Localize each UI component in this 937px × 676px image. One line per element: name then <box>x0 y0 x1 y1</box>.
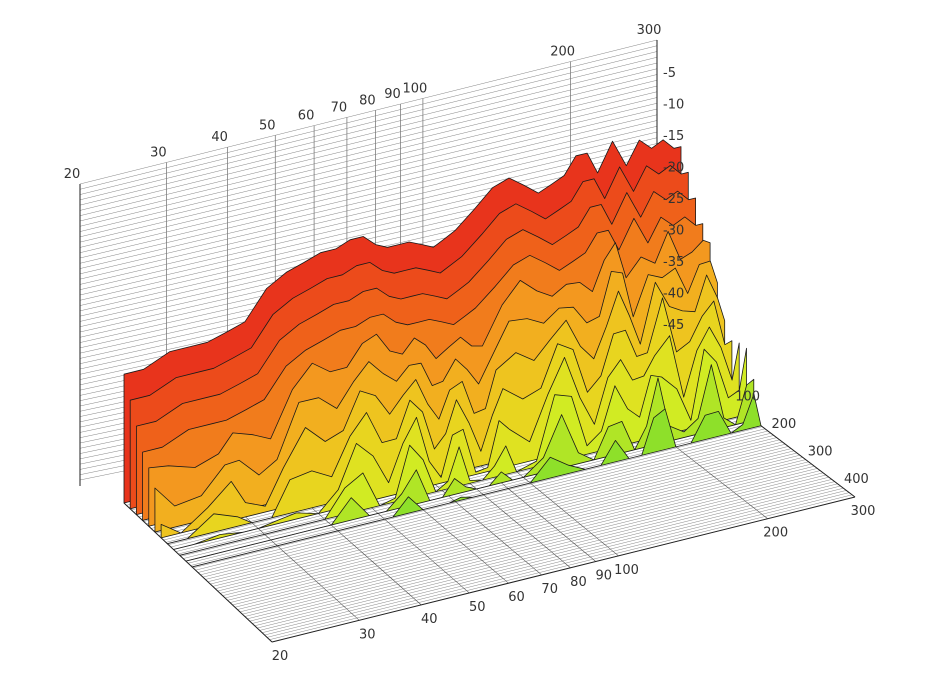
floor-depth-gridline <box>269 494 853 640</box>
wall-horizontal-gridline <box>79 68 658 211</box>
floor-depth-gridline <box>244 472 824 617</box>
floor-depth-gridline <box>249 476 829 622</box>
floor-depth-gridline <box>202 435 774 578</box>
floor-x-tick-label: 60 <box>508 590 525 605</box>
wall-horizontal-gridline <box>79 57 658 201</box>
wall-horizontal-gridline <box>79 80 658 222</box>
wall-x-tick-label: 90 <box>384 87 401 102</box>
floor-depth-gridline <box>195 428 766 571</box>
floor-depth-gridline <box>242 470 821 615</box>
floor-depth-gridline <box>220 450 795 594</box>
floor-depth-gridline <box>197 430 769 573</box>
wall-horizontal-gridline <box>79 103 658 243</box>
floor-depth-gridline <box>234 463 812 608</box>
z-tick-label: -15 <box>663 129 684 144</box>
wall-x-tick-label: 20 <box>64 167 81 182</box>
floor-depth-gridline <box>230 459 806 603</box>
floor-depth-gridline <box>227 457 803 601</box>
floor-x-tick-label: 40 <box>421 612 438 627</box>
floor-x-tick-label: 20 <box>272 649 289 664</box>
wall-x-tick-label: 50 <box>259 118 276 133</box>
floor-depth-gridline <box>254 481 835 627</box>
waterfall-slice <box>191 393 762 568</box>
floor-depth-gridline <box>207 439 780 582</box>
z-tick-label: -25 <box>663 192 684 207</box>
wall-horizontal-gridline <box>79 74 658 216</box>
floor-depth-gridline <box>200 432 771 576</box>
floor-x-tick-label: 200 <box>763 526 788 541</box>
wall-horizontal-gridline <box>79 39 658 185</box>
floor-depth-gridline <box>225 454 800 599</box>
floor-x-tick-label: 70 <box>541 582 558 597</box>
wall-x-tick-label: 300 <box>637 23 662 38</box>
floor-depth-gridline <box>215 446 789 589</box>
floor-front-edge <box>271 496 856 643</box>
wall-horizontal-gridline <box>79 108 658 248</box>
floor-depth-gridline <box>205 437 777 580</box>
wall-horizontal-gridline <box>79 149 658 285</box>
wall-horizontal-gridline <box>79 62 658 206</box>
wall-horizontal-gridline <box>79 120 658 259</box>
waterfall-slice <box>185 364 755 562</box>
floor-depth-gridline <box>247 474 827 620</box>
floor-depth-gridline <box>259 485 841 631</box>
z-tick-label: -40 <box>663 287 684 302</box>
waterfall-slice <box>179 347 747 556</box>
floor-depth-gridline <box>210 441 783 585</box>
floor-depth-gridline <box>262 487 844 633</box>
wall-horizontal-gridline <box>79 126 658 264</box>
wall-horizontal-gridline <box>79 51 658 195</box>
wall-x-tick-label: 30 <box>150 145 167 160</box>
floor-x-tick-label: 30 <box>359 627 376 642</box>
z-tick-label: -5 <box>663 66 676 81</box>
floor-depth-gridline <box>193 426 763 569</box>
floor-depth-gridline <box>232 461 809 606</box>
floor-depth-gridline <box>267 492 850 638</box>
z-tick-label: -35 <box>663 255 684 270</box>
floor-depth-gridline <box>252 479 832 624</box>
floor-depth-gridline <box>257 483 838 629</box>
wall-x-tick-label: 80 <box>359 93 376 108</box>
floor-x-tick-label: 100 <box>614 563 639 578</box>
wall-horizontal-gridline <box>79 85 658 227</box>
wall-horizontal-gridline <box>79 97 658 238</box>
y-tick-label: 100 <box>735 390 760 405</box>
slices-layer <box>123 139 762 568</box>
z-tick-label: -10 <box>663 98 684 113</box>
y-tick-label: 400 <box>844 472 869 487</box>
floor-depth-gridline <box>237 465 815 610</box>
floor-depth-gridline <box>222 452 798 596</box>
wall-horizontal-gridline <box>79 114 658 253</box>
floor-depth-gridline <box>239 468 818 613</box>
floor-x-tick-label: 90 <box>596 568 613 583</box>
floor-depth-gridline <box>217 448 792 592</box>
wall-horizontal-gridline <box>79 91 658 232</box>
y-tick-label: 300 <box>808 445 833 460</box>
y-tick-label: 200 <box>772 417 797 432</box>
wall-x-tick-label: 60 <box>298 109 315 124</box>
floor-depth-gridline <box>212 443 786 587</box>
wall-x-tick-label: 40 <box>211 130 228 145</box>
waterfall-slice <box>173 326 740 550</box>
waterfall-slice <box>160 274 726 539</box>
wall-x-tick-label: 70 <box>331 100 348 115</box>
floor-x-tick-label: 80 <box>570 575 587 590</box>
z-tick-label: -30 <box>663 224 684 239</box>
z-tick-label: -45 <box>663 318 684 333</box>
wall-horizontal-gridline <box>79 143 658 280</box>
wall-horizontal-gridline <box>79 45 658 190</box>
z-tick-label: -20 <box>663 161 684 176</box>
floor-depth-gridline <box>264 490 847 636</box>
floor-x-tick-label: 50 <box>469 600 486 615</box>
wall-horizontal-gridline <box>79 137 658 275</box>
wall-x-tick-label: 100 <box>403 81 428 96</box>
floor-x-tick-label: 300 <box>851 504 876 519</box>
wall-x-tick-label: 200 <box>550 45 575 60</box>
waterfall-slice <box>166 297 733 545</box>
wall-horizontal-gridline <box>79 131 658 269</box>
